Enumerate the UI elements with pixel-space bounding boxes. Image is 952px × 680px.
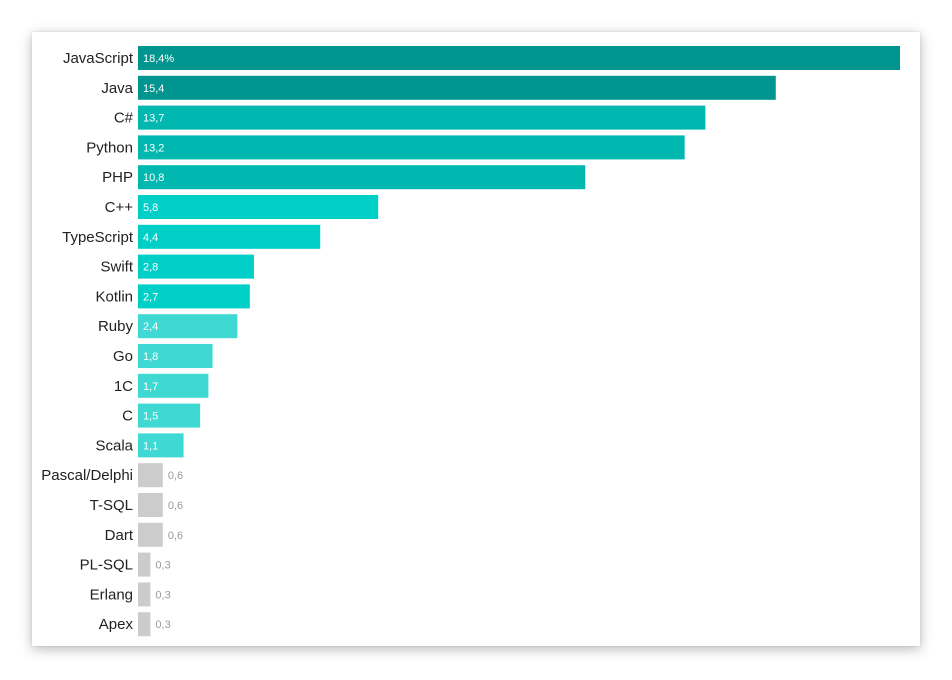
category-label-apex: Apex — [99, 616, 134, 633]
bar-scala — [138, 433, 184, 458]
category-label-php: PHP — [102, 169, 133, 186]
category-label-c: C# — [114, 110, 134, 127]
bar-swift — [138, 254, 254, 279]
bar-go — [138, 344, 213, 368]
value-label-java: 15,4 — [143, 83, 164, 95]
bar-c — [138, 195, 379, 219]
value-label-c: 1,5 — [143, 411, 158, 423]
category-label-scala: Scala — [95, 437, 133, 454]
value-label-dart: 0,6 — [168, 530, 183, 542]
bar-javascript — [138, 46, 900, 70]
value-label-typescript: 4,4 — [143, 232, 158, 244]
bar-apex — [138, 612, 151, 637]
bar-python — [138, 135, 685, 160]
bar-erlang — [138, 582, 151, 607]
bar-c — [138, 105, 706, 130]
category-label-go: Go — [113, 348, 133, 365]
category-label-kotlin: Kotlin — [95, 288, 133, 305]
category-label-java: Java — [101, 80, 133, 97]
category-label-ruby: Ruby — [98, 318, 134, 335]
bar-typescript — [138, 224, 321, 249]
bar-1c — [138, 373, 209, 398]
value-label-c: 5,8 — [143, 202, 158, 214]
value-label-scala: 1,1 — [143, 440, 158, 452]
value-label-1c: 1,7 — [143, 381, 158, 393]
value-label-kotlin: 2,7 — [143, 291, 158, 303]
bar-chart: JavaScript 18,4% Java 15,4 C# 13,7 Python 13,2 P… — [41, 46, 900, 637]
bar-php — [138, 165, 586, 190]
bar-dart — [138, 522, 163, 547]
value-label-t-sql: 0,6 — [168, 500, 183, 512]
bar-pl-sql — [138, 552, 151, 577]
category-label-t-sql: T-SQL — [90, 497, 133, 514]
bar-ruby — [138, 314, 238, 339]
value-label-apex: 0,3 — [155, 619, 170, 631]
category-label-javascript: JavaScript — [63, 50, 134, 67]
bar-pascal-delphi — [138, 463, 163, 488]
value-label-erlang: 0,3 — [155, 589, 170, 601]
value-label-pl-sql: 0,3 — [155, 560, 170, 572]
bar-c — [138, 403, 201, 428]
value-label-swift: 2,8 — [143, 262, 158, 274]
bar-t-sql — [138, 493, 163, 517]
value-label-go: 1,8 — [143, 351, 158, 363]
category-label-c: C++ — [105, 199, 134, 216]
value-label-ruby: 2,4 — [143, 321, 158, 333]
value-label-php: 10,8 — [143, 172, 164, 184]
category-label-dart: Dart — [105, 527, 134, 544]
category-label-pascal-delphi: Pascal/Delphi — [41, 467, 133, 484]
value-label-python: 13,2 — [143, 142, 164, 154]
category-label-swift: Swift — [100, 259, 133, 276]
value-label-javascript: 18,4% — [143, 53, 174, 65]
category-label-typescript: TypeScript — [62, 229, 134, 246]
category-label-erlang: Erlang — [90, 586, 133, 603]
category-label-python: Python — [86, 139, 133, 156]
bar-kotlin — [138, 284, 250, 309]
category-label-c: C — [122, 408, 133, 425]
category-label-1c: 1C — [114, 378, 133, 395]
category-label-pl-sql: PL-SQL — [80, 557, 133, 574]
bar-java — [138, 75, 776, 100]
chart-card: JavaScript 18,4% Java 15,4 C# 13,7 Python 13,2 P… — [32, 32, 920, 646]
value-label-c: 13,7 — [143, 113, 164, 125]
value-label-pascal-delphi: 0,6 — [168, 470, 183, 482]
